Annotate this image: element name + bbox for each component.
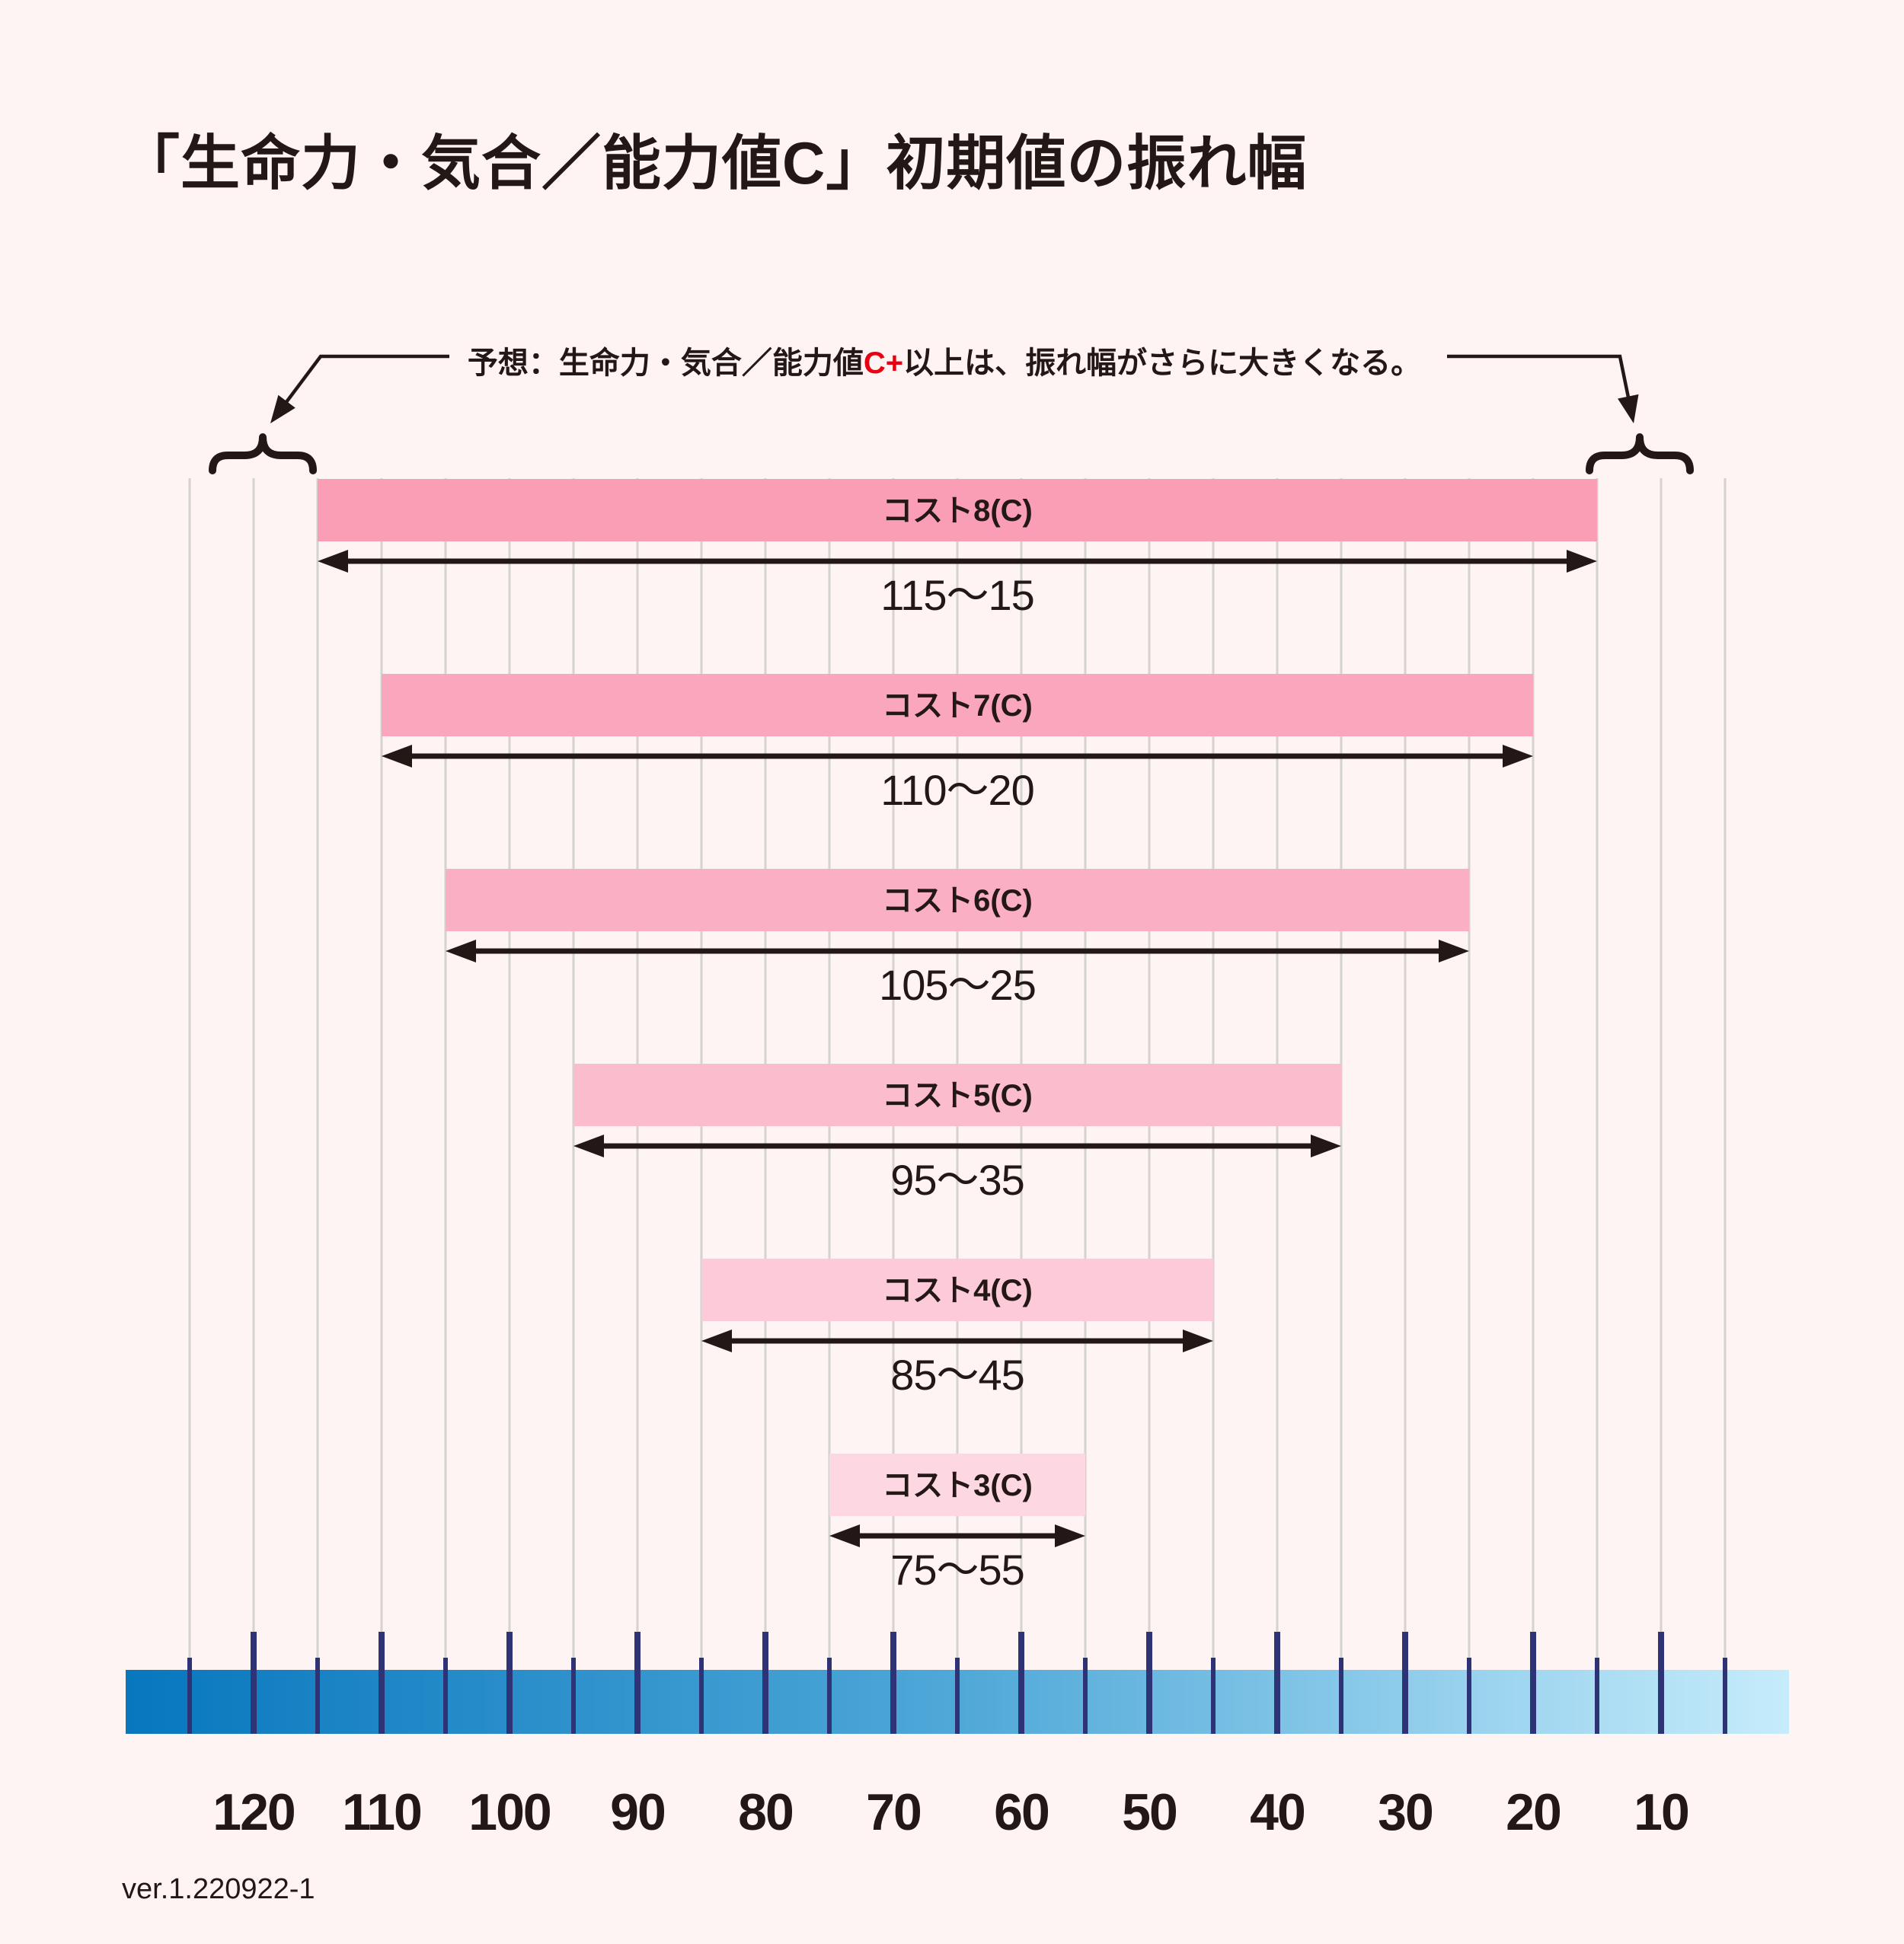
range-arrow-head-right [1055,1524,1085,1547]
axis-tick-label: 70 [866,1783,921,1841]
range-arrow-head-left [701,1330,732,1352]
annotation-pointer-left [283,354,449,407]
axis-tick-minor [1083,1658,1088,1734]
axis-tick-label: 10 [1634,1783,1688,1841]
range-arrow-head-right [1311,1135,1341,1157]
axis-tick-minor [443,1658,448,1734]
axis-tick-major [379,1632,385,1734]
axis-tick-major [634,1632,641,1734]
axis-tick-minor [1339,1658,1343,1734]
axis-tick-label: 50 [1122,1783,1177,1841]
annotation-pointer-left-head [270,394,296,423]
axis-tick-major [762,1632,768,1734]
range-label: 115〜15 [880,571,1034,619]
axis-tick-major [251,1632,257,1734]
axis-tick-minor [1723,1658,1727,1734]
axis-tick-major [890,1632,896,1734]
cost-bar [318,479,1597,541]
axis-tick-label: 90 [610,1783,665,1841]
axis-tick-label: 100 [468,1783,551,1841]
annotation-label: 予想：生命力・気合／能力値C+以上は、振れ幅がさらに大きくなる。 [0,338,1889,382]
axis-tick-label: 20 [1506,1783,1561,1841]
axis-tick-minor [571,1658,576,1734]
left-range-brace [209,433,317,474]
axis-tick-major [1530,1632,1536,1734]
range-arrow-head-left [446,940,476,962]
cost-bar-label: コスト4(C) [882,1274,1033,1307]
annotation-pointer-right-head [1618,394,1639,423]
axis-tick-major [506,1632,513,1734]
range-arrow-head-left [318,550,348,573]
range-arrow-head-left [829,1524,860,1547]
axis-tick-label: 60 [994,1783,1049,1841]
range-arrow-head-left [382,745,412,768]
axis-tick-major [1018,1632,1024,1734]
axis-tick-major [1402,1632,1408,1734]
cost-bar [382,674,1533,736]
cost-bar-label: コスト7(C) [882,689,1033,723]
axis-tick-label: 30 [1378,1783,1433,1841]
axis-tick-minor [315,1658,320,1734]
cost-bar-label: コスト5(C) [882,1079,1033,1112]
cost-bar [701,1259,1213,1321]
axis-tick-label: 40 [1250,1783,1305,1841]
axis-tick-minor [1211,1658,1216,1734]
cost-bar-label: コスト3(C) [882,1469,1033,1502]
axis-tick-major [1274,1632,1280,1734]
annotation-suffix: 以上は、振れ幅がさらに大きくなる。 [903,346,1422,380]
cost-bar-label: コスト8(C) [882,494,1033,528]
axis-tick-minor [827,1658,832,1734]
range-label: 75〜55 [890,1546,1024,1594]
range-arrow-head-right [1439,940,1469,962]
axis-tick-label: 80 [738,1783,793,1841]
axis-tick-minor [1595,1658,1599,1734]
range-label: 110〜20 [880,766,1034,814]
range-arrow-head-right [1567,550,1597,573]
range-arrow-head-right [1503,745,1533,768]
axis-tick-major [1658,1632,1664,1734]
annotation-highlight: C+ [863,346,904,380]
axis-tick-minor [187,1658,192,1734]
range-arrow-head-left [573,1135,604,1157]
axis-tick-minor [699,1658,704,1734]
axis-tick-minor [1467,1658,1471,1734]
axis-tick-major [1146,1632,1152,1734]
cost-bar-label: コスト6(C) [882,884,1033,918]
right-range-brace [1586,433,1694,474]
axis-tick-minor [955,1658,960,1734]
range-label: 105〜25 [879,961,1036,1009]
range-label: 95〜35 [890,1156,1024,1204]
range-label: 85〜45 [890,1351,1024,1399]
annotation-prefix: 予想：生命力・気合／能力値 [467,346,864,380]
cost-bar [829,1454,1085,1516]
annotation-pointer-right [1447,354,1631,402]
version-label: ver.1.220922-1 [122,1873,315,1905]
axis-tick-label: 120 [212,1783,295,1841]
axis-tick-label: 110 [342,1783,421,1841]
cost-bar [446,869,1469,931]
range-arrow-head-right [1183,1330,1213,1352]
page-title: 「生命力・気合／能力値C」初期値の振れ幅 [120,129,1308,196]
cost-bar [573,1064,1341,1126]
